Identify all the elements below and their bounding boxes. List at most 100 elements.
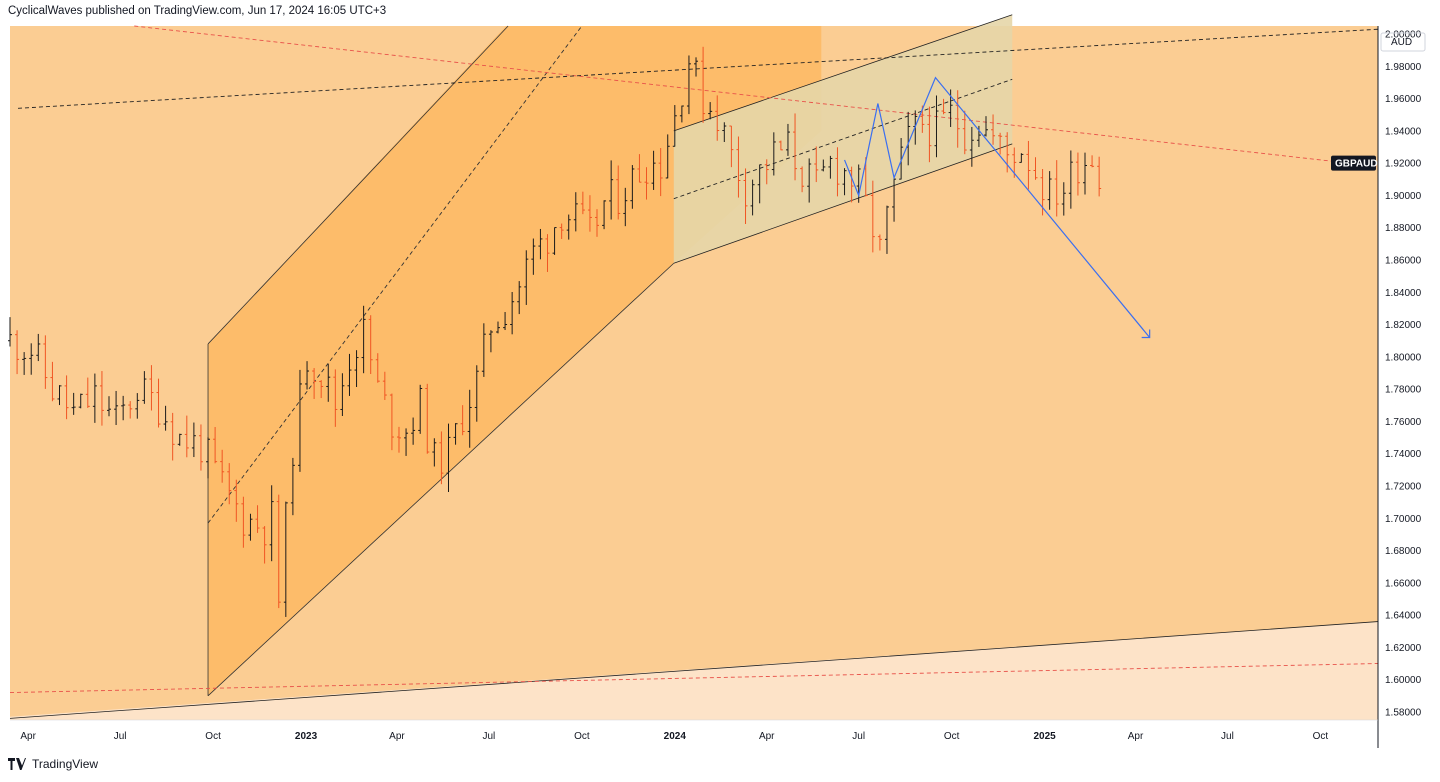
price-bar [163, 405, 168, 431]
time-tick-label: Jul [483, 731, 496, 742]
price-tick-label: 1.70000 [1385, 514, 1422, 525]
price-bar [85, 377, 90, 408]
price-bar [347, 353, 352, 396]
time-tick-label: Apr [759, 731, 775, 742]
red-dashed-resistance [134, 25, 1379, 167]
price-bar [1054, 160, 1059, 217]
price-axis[interactable]: 1.58000 1.60000 1.62000 1.64000 1.66000 1.680… [1331, 26, 1426, 748]
price-bar [142, 371, 147, 404]
price-bar [793, 113, 798, 181]
price-bar [495, 321, 500, 334]
price-tick-label: 1.84000 [1385, 288, 1422, 299]
price-tick-label: 1.92000 [1385, 159, 1422, 170]
price-bar [644, 167, 649, 200]
price-bar [665, 134, 670, 179]
price-bar [1005, 132, 1010, 173]
time-tick-label: Jul [1221, 731, 1234, 742]
price-bar [623, 187, 628, 227]
price-bar [396, 426, 401, 453]
price-tick-label: 1.68000 [1385, 546, 1422, 557]
time-tick-label: 2023 [295, 731, 318, 742]
symbol-tag: GBPAUD [1331, 155, 1378, 171]
price-bar [835, 147, 840, 197]
price-bar [580, 191, 585, 215]
price-bar [319, 380, 324, 399]
time-tick-label: Oct [1313, 731, 1329, 742]
price-tick-label: 1.82000 [1385, 320, 1422, 331]
price-bar [446, 423, 451, 492]
price-bar [184, 415, 189, 458]
price-bar [559, 223, 564, 239]
price-bar [503, 311, 508, 331]
time-axis[interactable]: Apr Jul Oct 2023 Apr Jul Oct 2024 Apr Jul Oct 2025 A… [10, 719, 1378, 742]
price-tick-label: 1.98000 [1385, 62, 1422, 73]
price-bar [694, 57, 699, 77]
price-bar [736, 136, 741, 198]
tradingview-footer[interactable]: TradingView [8, 757, 98, 771]
price-bar [404, 428, 409, 456]
price-tick-label: 1.62000 [1385, 643, 1422, 654]
price-tick-label: 1.72000 [1385, 481, 1422, 492]
price-bar [750, 179, 755, 216]
price-bar [800, 166, 805, 193]
price-bar [50, 361, 55, 402]
price-bar [983, 116, 988, 137]
price-bar [941, 98, 946, 115]
price-bar [191, 422, 196, 458]
price-bar [276, 494, 281, 609]
price-bar [962, 110, 967, 155]
price-bar [899, 138, 904, 180]
time-tick-label: Apr [20, 731, 36, 742]
price-bar [57, 385, 62, 406]
price-bar [283, 501, 288, 617]
price-bar [241, 496, 246, 548]
price-bar [679, 105, 684, 123]
price-bar [715, 95, 720, 141]
price-bar [156, 378, 161, 428]
price-bar [814, 146, 819, 183]
channel-lower-line [207, 262, 675, 697]
channel-midline [207, 25, 583, 524]
price-bar [722, 122, 727, 142]
time-tick-label: 2025 [1033, 731, 1056, 742]
price-bar [177, 433, 182, 446]
tradingview-logo-icon [8, 758, 26, 770]
price-bar [1026, 140, 1031, 190]
price-bar [234, 479, 239, 522]
time-tick-label: Oct [205, 731, 221, 742]
price-bar [432, 438, 437, 467]
price-tick-label: 1.88000 [1385, 223, 1422, 234]
price-bar [333, 369, 338, 427]
price-bar [510, 292, 515, 335]
price-bar [1061, 182, 1066, 216]
price-bar [552, 227, 557, 255]
price-bar [425, 383, 430, 454]
rising-channel-fill [208, 26, 822, 696]
price-bar [128, 401, 133, 419]
time-tick-label: 2024 [664, 731, 687, 742]
price-bar [467, 389, 472, 448]
price-tick-label: 1.90000 [1385, 191, 1422, 202]
plot-area[interactable] [8, 14, 1379, 720]
price-bar [955, 90, 960, 148]
price-bar [99, 371, 104, 426]
price-bar [326, 363, 331, 402]
price-bar [595, 209, 600, 237]
price-bar [488, 330, 493, 353]
price-bar [778, 140, 783, 151]
time-tick-label: Apr [1128, 731, 1144, 742]
price-bar [828, 155, 833, 179]
price-bar [517, 281, 522, 315]
price-bar [764, 159, 769, 185]
tradingview-brand-label: TradingView [32, 757, 99, 771]
price-bar [1068, 150, 1073, 209]
price-bar [637, 154, 642, 183]
price-tick-label: 1.60000 [1385, 675, 1422, 686]
price-bar [672, 105, 677, 147]
symbol-tag-label: GBPAUD [1335, 159, 1378, 170]
time-tick-label: Apr [389, 731, 405, 742]
price-tick-label: 2.00000 [1385, 30, 1422, 41]
price-bar [312, 368, 317, 399]
price-bar [290, 457, 295, 516]
